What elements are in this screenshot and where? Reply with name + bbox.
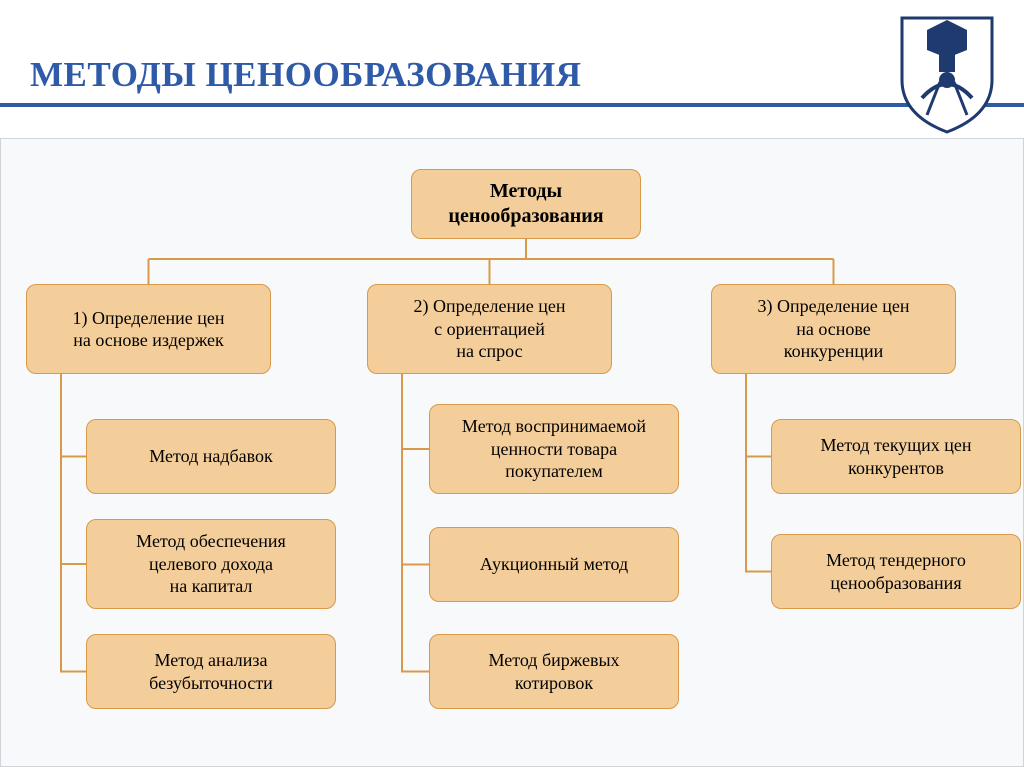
logo-shield	[892, 10, 1002, 135]
node-b2: 2) Определение ценс ориентациейна спрос	[367, 284, 612, 374]
node-b3: 3) Определение ценна основеконкуренции	[711, 284, 956, 374]
header: МЕТОДЫ ЦЕНООБРАЗОВАНИЯ	[0, 0, 1024, 107]
diagram-canvas: Методыценообразования 1) Определение ценн…	[0, 138, 1024, 767]
divider	[0, 103, 1024, 107]
node-root: Методыценообразования	[411, 169, 641, 239]
node-l1c: Метод анализабезубыточности	[86, 634, 336, 709]
page-title: МЕТОДЫ ЦЕНООБРАЗОВАНИЯ	[30, 55, 1024, 95]
node-l2c: Метод биржевыхкотировок	[429, 634, 679, 709]
node-l3b: Метод тендерногоценообразования	[771, 534, 1021, 609]
node-l1a: Метод надбавок	[86, 419, 336, 494]
node-b1: 1) Определение ценна основе издержек	[26, 284, 271, 374]
node-l1b: Метод обеспеченияцелевого доходана капит…	[86, 519, 336, 609]
node-l3a: Метод текущих ценконкурентов	[771, 419, 1021, 494]
node-l2a: Метод воспринимаемойценности товарапокуп…	[429, 404, 679, 494]
node-l2b: Аукционный метод	[429, 527, 679, 602]
